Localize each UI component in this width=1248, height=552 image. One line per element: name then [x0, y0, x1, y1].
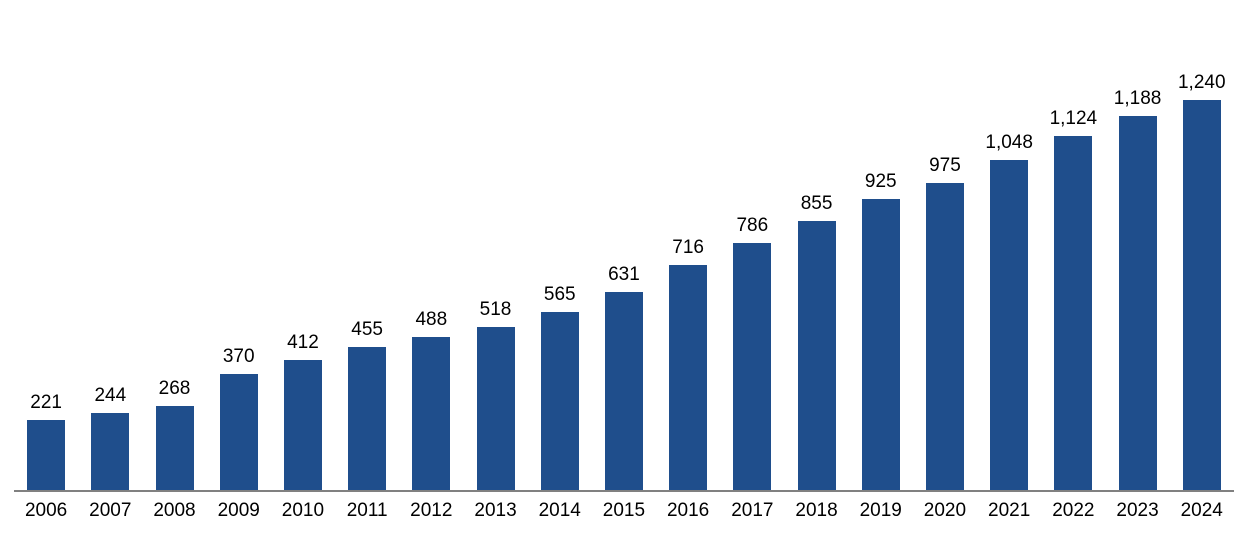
- bar: [925, 183, 964, 490]
- x-axis-tick-label: 2024: [1180, 500, 1223, 521]
- bar: [283, 360, 322, 490]
- bar: [1054, 136, 1093, 490]
- bar-group: 855: [784, 193, 848, 490]
- bar-group: 1,048: [977, 132, 1041, 490]
- x-axis-tick-label: 2006: [24, 500, 68, 521]
- x-axis-tick-label: 2017: [731, 500, 774, 521]
- bar-value-label: 518: [479, 299, 512, 320]
- bar-value-label: 268: [158, 378, 191, 399]
- x-axis-tick-label: 2009: [217, 500, 260, 521]
- bar: [412, 337, 451, 490]
- bar-value-label: 412: [287, 332, 319, 353]
- bar-value-label: 925: [864, 171, 897, 192]
- bar: [669, 265, 708, 490]
- x-axis-tick-label: 2011: [346, 500, 388, 521]
- bar-group: 925: [849, 171, 913, 490]
- bar-value-label: 855: [800, 193, 833, 214]
- x-axis-tick-label: 2008: [153, 500, 196, 521]
- bar-group: 412: [271, 332, 335, 490]
- bar-value-label: 1,240: [1177, 72, 1226, 93]
- x-axis-tick-label: 2021: [988, 500, 1031, 521]
- bar-group: 1,188: [1105, 88, 1169, 490]
- bar-value-label: 488: [415, 309, 448, 330]
- bar: [540, 312, 579, 490]
- x-axis-tick-label: 2012: [410, 500, 453, 521]
- bar-group: 268: [142, 378, 206, 490]
- bar: [27, 420, 66, 490]
- bar: [219, 374, 258, 490]
- x-axis-tick-label: 2014: [538, 500, 581, 521]
- bar: [1118, 116, 1157, 490]
- bar: [990, 160, 1029, 490]
- bar-value-label: 370: [222, 346, 255, 367]
- bar: [604, 292, 643, 490]
- bar-value-label: 221: [30, 392, 62, 413]
- x-axis-tick-label: 2019: [859, 500, 902, 521]
- bar-value-label: 1,188: [1113, 88, 1162, 109]
- bar-group: 221: [14, 392, 78, 490]
- bar: [91, 413, 130, 490]
- bar-value-label: 244: [94, 385, 127, 406]
- bar-group: 518: [463, 299, 527, 490]
- bar-value-label: 975: [929, 155, 961, 176]
- x-axis-tick-label: 2023: [1116, 500, 1159, 521]
- bar: [155, 406, 194, 490]
- bar-group: 716: [656, 237, 720, 490]
- bar-group: 370: [207, 346, 271, 490]
- x-axis-tick-label: 2015: [602, 500, 646, 521]
- x-axis-tick-label: 2010: [281, 500, 325, 521]
- x-axis-tick-label: 2007: [89, 500, 132, 521]
- bar: [348, 347, 387, 490]
- x-axis-tick-label: 2020: [923, 500, 967, 521]
- bar-group: 455: [335, 319, 399, 490]
- bar: [797, 221, 836, 490]
- bar-group: 975: [913, 155, 977, 490]
- bar-group: 631: [592, 264, 656, 490]
- x-axis-tick-labels: 2006 2007 2008 2009 2010 2011 2012 2013 2014 2015…: [14, 492, 1234, 522]
- bar-value-label: 565: [543, 284, 576, 305]
- bar-group: 1,240: [1170, 72, 1234, 490]
- bar-group: 1,124: [1041, 108, 1105, 490]
- x-axis-tick-label: 2013: [474, 500, 517, 521]
- x-axis-tick-label: 2016: [666, 500, 710, 521]
- bar-value-label: 631: [608, 264, 640, 285]
- bar-value-label: 1,048: [985, 132, 1033, 153]
- bar-value-label: 716: [672, 237, 704, 258]
- bar: [861, 199, 900, 490]
- bar-group: 786: [720, 215, 784, 490]
- bar-group: 488: [399, 309, 463, 490]
- bar-value-label: 786: [736, 215, 769, 236]
- x-axis-line: [14, 490, 1234, 492]
- bar-value-label: 455: [351, 319, 383, 340]
- bar: [1182, 100, 1221, 490]
- plot-area: 221 244 268 370 412 455 488 518 565 631 716 786 855 9…: [14, 20, 1234, 490]
- bar-value-label: 1,124: [1049, 108, 1098, 129]
- bar-group: 244: [78, 385, 142, 490]
- x-axis-tick-label: 2018: [795, 500, 838, 521]
- bar: [476, 327, 515, 490]
- bar-group: 565: [528, 284, 592, 490]
- x-axis-tick-label: 2022: [1052, 500, 1095, 521]
- bar: [733, 243, 772, 490]
